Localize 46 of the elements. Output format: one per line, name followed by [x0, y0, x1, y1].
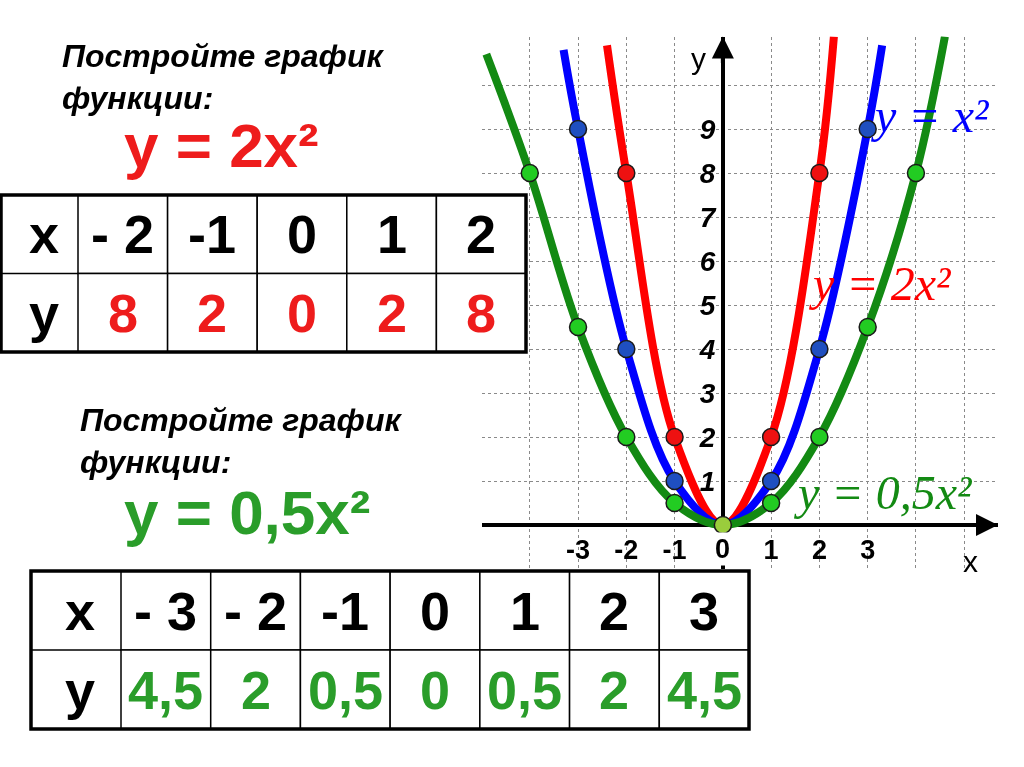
x-tick-label: -1: [662, 535, 687, 566]
x-tick-label: 0: [715, 534, 731, 564]
data-label: 0: [287, 283, 318, 343]
y-tick-label: 7: [699, 201, 717, 233]
data-label: 1: [377, 204, 408, 264]
data-label: 0: [420, 660, 451, 720]
x-tick-label: 3: [860, 535, 876, 566]
data-label: 4,5: [667, 660, 743, 720]
x-tick-label: -2: [614, 535, 639, 566]
y-tick-label: 2: [698, 421, 716, 453]
data-label: 0: [420, 581, 451, 641]
x-axis-title: x: [963, 545, 978, 578]
data-label: 2: [599, 660, 630, 720]
data-label: 0,5: [487, 660, 563, 720]
x-tick-label: 2: [811, 535, 827, 566]
y-tick-label: 3: [699, 377, 716, 409]
chart-title: Постройте график функции:: [80, 402, 403, 480]
y-tick-label: 5: [699, 289, 716, 321]
data-label: 2: [599, 581, 630, 641]
data-label: 2: [241, 660, 272, 720]
data-label: 8: [108, 283, 139, 343]
data-label: -1: [188, 204, 237, 264]
data-label: 8: [466, 283, 497, 343]
series-label: y = 0,5x²: [793, 466, 973, 519]
y-tick-label: y: [29, 283, 60, 343]
data-label: 2: [466, 204, 497, 264]
y-tick-label: y: [65, 660, 96, 720]
data-label: 2: [377, 283, 408, 343]
data-label: -1: [321, 581, 370, 641]
data-label: 1: [510, 581, 541, 641]
data-label: 4,5: [128, 660, 204, 720]
y-tick-label: 8: [699, 157, 716, 189]
y-tick-label: x: [65, 581, 96, 641]
y-tick-label: 6: [699, 245, 716, 277]
y-tick-label: 1: [699, 465, 716, 497]
data-label: - 2: [91, 204, 155, 264]
y-tick-label: 4: [698, 333, 716, 365]
data-label: 2: [197, 283, 228, 343]
data-label: 0: [287, 204, 318, 264]
y-tick-label: x: [29, 204, 60, 264]
data-label: - 3: [134, 581, 198, 641]
x-tick-label: 1: [763, 535, 779, 566]
data-label: - 2: [224, 581, 288, 641]
y-tick-label: 9: [699, 113, 716, 145]
x-tick-label: -3: [566, 535, 591, 566]
data-label: 0,5: [308, 660, 384, 720]
